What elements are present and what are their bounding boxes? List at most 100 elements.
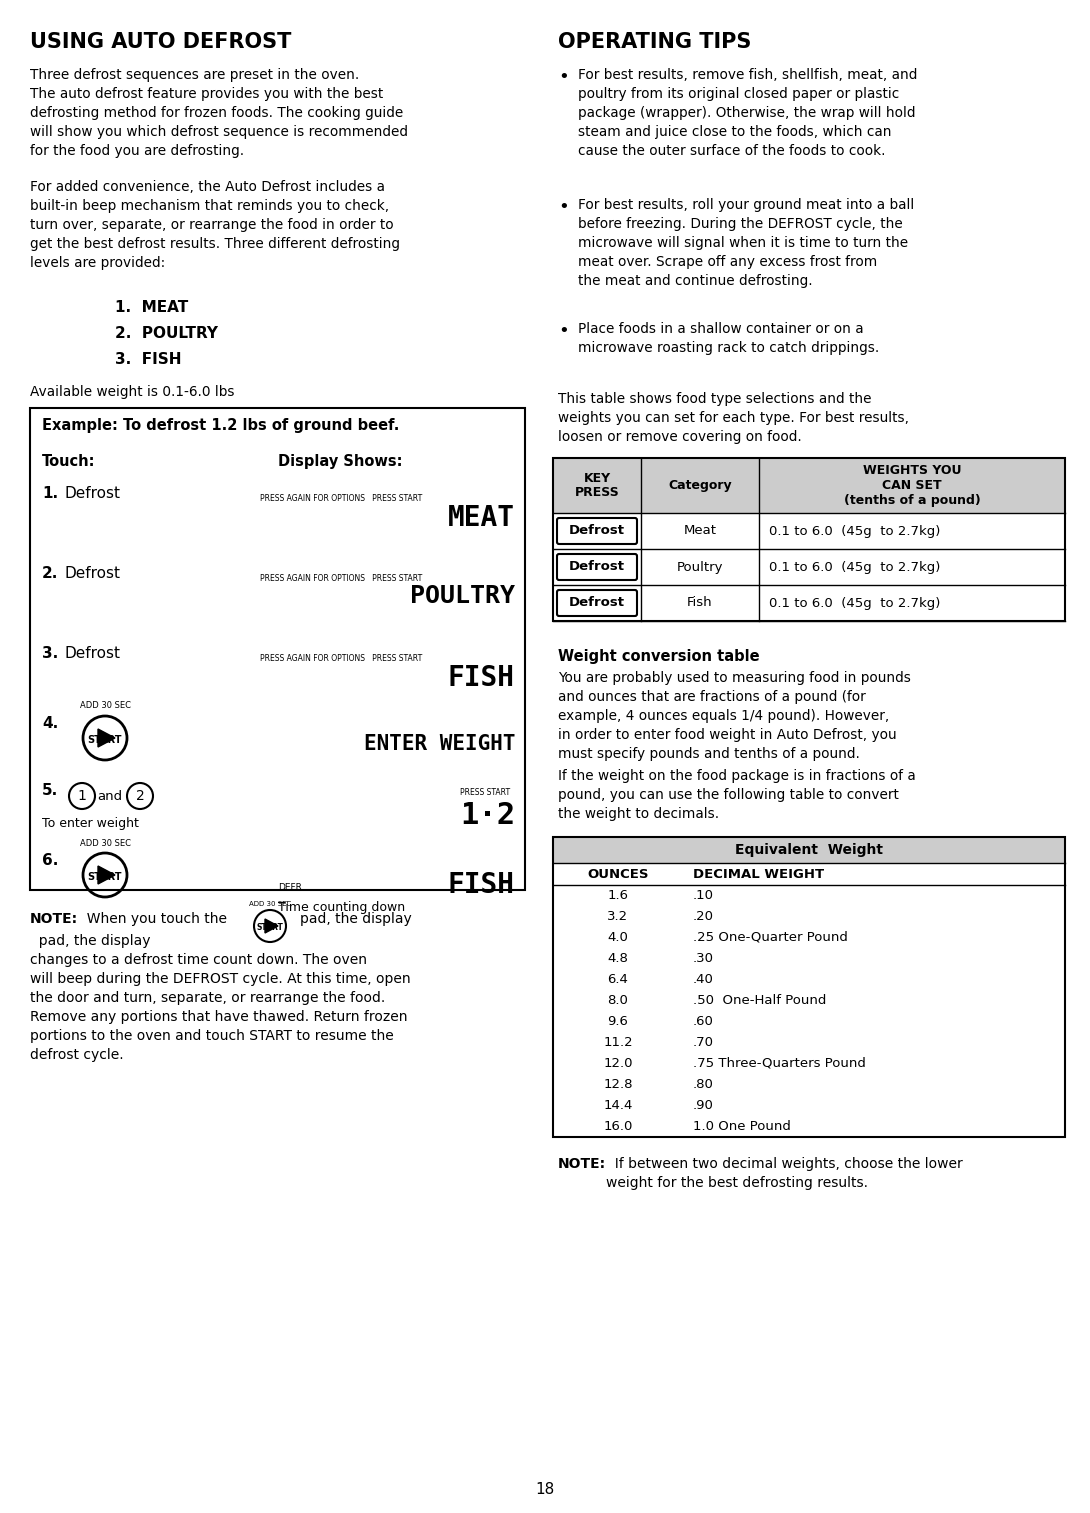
Text: Defrost: Defrost xyxy=(65,486,121,501)
Text: .25 One-Quarter Pound: .25 One-Quarter Pound xyxy=(693,930,848,944)
Text: Three defrost sequences are preset in the oven.
The auto defrost feature provide: Three defrost sequences are preset in th… xyxy=(31,68,408,157)
Text: 16.0: 16.0 xyxy=(603,1120,632,1133)
Text: For best results, roll your ground meat into a ball
before freezing. During the : For best results, roll your ground meat … xyxy=(578,198,915,287)
FancyBboxPatch shape xyxy=(557,517,637,545)
Text: 6.: 6. xyxy=(43,853,59,868)
Text: Place foods in a shallow container or on a
microwave roasting rack to catch drip: Place foods in a shallow container or on… xyxy=(578,322,880,356)
Text: PRESS AGAIN FOR OPTIONS   PRESS START: PRESS AGAIN FOR OPTIONS PRESS START xyxy=(261,654,422,663)
Text: Poultry: Poultry xyxy=(677,560,724,573)
Text: pad, the display: pad, the display xyxy=(300,912,412,926)
Text: FISH: FISH xyxy=(448,871,514,899)
Text: WEIGHTS YOU
CAN SET
(tenths of a pound): WEIGHTS YOU CAN SET (tenths of a pound) xyxy=(844,464,980,507)
Text: Defrost: Defrost xyxy=(569,596,625,610)
Text: DEFR.: DEFR. xyxy=(278,884,304,893)
Text: ENTER WEIGHT: ENTER WEIGHT xyxy=(363,734,514,753)
Text: 12.0: 12.0 xyxy=(603,1058,633,1070)
Text: Defrost: Defrost xyxy=(569,560,625,573)
Text: .30: .30 xyxy=(693,952,714,965)
Text: Display Shows:: Display Shows: xyxy=(278,454,402,469)
Text: NOTE:: NOTE: xyxy=(558,1157,606,1171)
Text: and: and xyxy=(97,790,122,802)
Text: NOTE:: NOTE: xyxy=(31,912,78,926)
Text: Equivalent  Weight: Equivalent Weight xyxy=(735,843,883,856)
Text: OPERATING TIPS: OPERATING TIPS xyxy=(558,32,751,51)
Text: 11.2: 11.2 xyxy=(603,1036,633,1049)
Text: Time counting down: Time counting down xyxy=(278,902,405,914)
Text: START: START xyxy=(88,735,122,744)
Text: USING AUTO DEFROST: USING AUTO DEFROST xyxy=(31,32,291,51)
FancyBboxPatch shape xyxy=(557,590,637,616)
Text: ADD 30 SEC: ADD 30 SEC xyxy=(249,902,291,906)
Text: START: START xyxy=(256,923,283,932)
Text: DECIMAL WEIGHT: DECIMAL WEIGHT xyxy=(693,867,824,881)
Text: Available weight is 0.1-6.0 lbs: Available weight is 0.1-6.0 lbs xyxy=(31,384,234,399)
Text: 3.2: 3.2 xyxy=(607,909,629,923)
Text: PRESS AGAIN FOR OPTIONS   PRESS START: PRESS AGAIN FOR OPTIONS PRESS START xyxy=(261,495,422,502)
Text: 4.: 4. xyxy=(43,716,58,731)
Text: 9.6: 9.6 xyxy=(607,1015,629,1027)
Text: .75 Three-Quarters Pound: .75 Three-Quarters Pound xyxy=(693,1058,865,1070)
Text: Defrost: Defrost xyxy=(569,525,625,537)
FancyBboxPatch shape xyxy=(557,554,637,579)
Text: Weight conversion table: Weight conversion table xyxy=(558,649,760,664)
Text: When you touch the: When you touch the xyxy=(78,912,227,926)
Text: 6.4: 6.4 xyxy=(607,973,629,986)
Text: Fish: Fish xyxy=(687,596,713,610)
Text: You are probably used to measuring food in pounds
and ounces that are fractions : You are probably used to measuring food … xyxy=(558,670,911,761)
Text: .10: .10 xyxy=(693,890,714,902)
FancyBboxPatch shape xyxy=(553,837,1065,862)
Text: POULTRY: POULTRY xyxy=(410,584,514,608)
Text: 1.0 One Pound: 1.0 One Pound xyxy=(693,1120,791,1133)
Text: Example: To defrost 1.2 lbs of ground beef.: Example: To defrost 1.2 lbs of ground be… xyxy=(43,418,399,433)
Polygon shape xyxy=(265,918,278,934)
Text: 1.6: 1.6 xyxy=(607,890,629,902)
Text: 1·2: 1·2 xyxy=(460,800,514,831)
Text: 1.  MEAT: 1. MEAT xyxy=(116,300,189,315)
Text: MEAT: MEAT xyxy=(448,504,514,533)
Text: .20: .20 xyxy=(693,909,714,923)
FancyBboxPatch shape xyxy=(553,458,1065,513)
Text: START: START xyxy=(88,871,122,882)
Text: 8.0: 8.0 xyxy=(607,994,629,1008)
FancyBboxPatch shape xyxy=(31,409,525,890)
Text: •: • xyxy=(558,322,569,340)
Text: 3.: 3. xyxy=(43,646,58,661)
Text: KEY
PRESS: KEY PRESS xyxy=(574,472,619,499)
Text: 1: 1 xyxy=(77,788,86,803)
Text: •: • xyxy=(558,198,569,216)
Text: 0.1 to 6.0  (45g  to 2.7kg): 0.1 to 6.0 (45g to 2.7kg) xyxy=(770,596,941,610)
Text: This table shows food type selections and the
weights you can set for each type.: This table shows food type selections an… xyxy=(558,392,909,443)
Text: .60: .60 xyxy=(693,1015,714,1027)
Text: ADD 30 SEC: ADD 30 SEC xyxy=(80,702,131,711)
Text: 3.  FISH: 3. FISH xyxy=(116,353,182,368)
Text: 0.1 to 6.0  (45g  to 2.7kg): 0.1 to 6.0 (45g to 2.7kg) xyxy=(770,525,941,537)
Polygon shape xyxy=(98,729,116,747)
Text: Category: Category xyxy=(668,480,731,492)
Text: Defrost: Defrost xyxy=(65,566,121,581)
Text: FISH: FISH xyxy=(448,664,514,691)
Text: .40: .40 xyxy=(693,973,714,986)
Text: 5.: 5. xyxy=(43,784,58,797)
Text: Defrost: Defrost xyxy=(65,646,121,661)
Text: 2.  POULTRY: 2. POULTRY xyxy=(116,325,218,340)
Text: .50  One-Half Pound: .50 One-Half Pound xyxy=(693,994,826,1008)
Text: 18: 18 xyxy=(535,1483,555,1498)
Text: 4.0: 4.0 xyxy=(607,930,629,944)
Text: .70: .70 xyxy=(693,1036,714,1049)
Text: .90: .90 xyxy=(693,1098,714,1112)
Text: •: • xyxy=(558,68,569,86)
Text: 2: 2 xyxy=(135,788,144,803)
Text: ADD 30 SEC: ADD 30 SEC xyxy=(80,838,131,847)
Text: 4.8: 4.8 xyxy=(607,952,629,965)
Text: To enter weight: To enter weight xyxy=(43,817,138,831)
Text: For added convenience, the Auto Defrost includes a
built-in beep mechanism that : For added convenience, the Auto Defrost … xyxy=(31,180,400,269)
Text: PRESS START: PRESS START xyxy=(460,788,510,797)
Text: 2.: 2. xyxy=(43,566,59,581)
Text: 1.: 1. xyxy=(43,486,58,501)
Text: 14.4: 14.4 xyxy=(603,1098,632,1112)
Text: pad, the display
changes to a defrost time count down. The oven
will beep during: pad, the display changes to a defrost ti… xyxy=(31,934,411,1062)
Text: 0.1 to 6.0  (45g  to 2.7kg): 0.1 to 6.0 (45g to 2.7kg) xyxy=(770,560,941,573)
Text: For best results, remove fish, shellfish, meat, and
poultry from its original cl: For best results, remove fish, shellfish… xyxy=(578,68,918,157)
Text: PRESS AGAIN FOR OPTIONS   PRESS START: PRESS AGAIN FOR OPTIONS PRESS START xyxy=(261,573,422,583)
Text: If the weight on the food package is in fractions of a
pound, you can use the fo: If the weight on the food package is in … xyxy=(558,769,916,822)
